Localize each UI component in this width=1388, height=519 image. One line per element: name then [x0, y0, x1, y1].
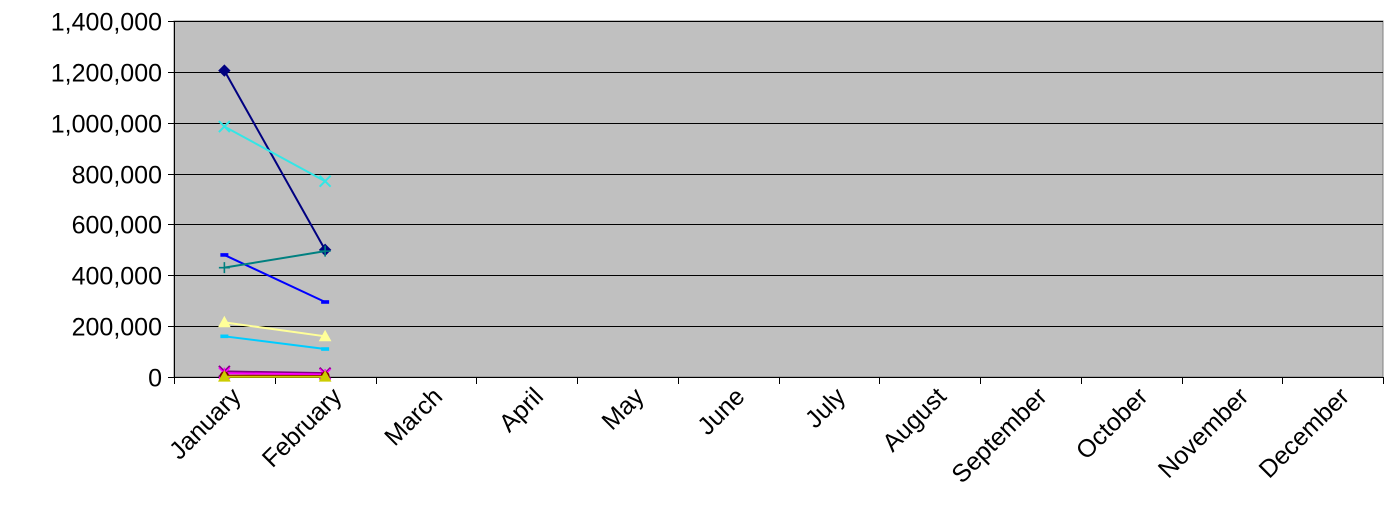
y-tick-label: 400,000: [72, 263, 162, 291]
y-tick-label: 600,000: [72, 212, 162, 240]
data-point: [318, 174, 332, 188]
series-6: [220, 334, 330, 351]
series-line: [224, 370, 326, 375]
data-point: [218, 370, 231, 382]
x-tick-label: October: [1071, 382, 1154, 465]
series-5: [218, 315, 332, 342]
data-point: [218, 315, 231, 328]
data-point: [220, 334, 229, 339]
x-axis-ticks: January February March April May June July Augu…: [164, 377, 1384, 489]
series-line: [223, 125, 326, 183]
x-tick-label: January: [164, 382, 247, 465]
series-layer: [218, 64, 332, 382]
plot-area: [173, 20, 1384, 378]
series-4: [218, 245, 331, 274]
x-tick-label: February: [257, 382, 348, 473]
x-tick-label: December: [1254, 382, 1355, 483]
data-point: [218, 262, 230, 274]
series-2: [218, 120, 332, 188]
series-line: [224, 321, 326, 338]
series-10: [218, 370, 332, 382]
series-line: [223, 254, 326, 303]
data-point: [220, 253, 229, 257]
series-3: [220, 253, 330, 304]
series-line: [224, 372, 326, 376]
x-tick-label: May: [596, 382, 650, 436]
series-line: [224, 250, 326, 269]
data-point: [318, 370, 332, 382]
y-tick-label: 0: [148, 365, 162, 393]
x-tick-label: July: [800, 382, 852, 434]
series-line: [223, 70, 326, 251]
y-tick-label: 1,400,000: [51, 9, 162, 37]
y-tick-label: 1,200,000: [51, 60, 162, 88]
x-tick-label: March: [379, 382, 448, 451]
y-tick-label: 200,000: [72, 314, 162, 342]
x-tick-label: April: [494, 382, 549, 437]
x-tick-label: November: [1153, 382, 1254, 483]
axes: [174, 21, 1383, 378]
data-point: [218, 64, 231, 77]
series-line: [224, 335, 326, 351]
y-tick-label: 800,000: [72, 162, 162, 190]
data-point: [218, 120, 231, 133]
data-point: [321, 300, 330, 304]
y-axis-ticks: 0 200,000 400,000 600,000 800,000 1,000,000 1,…: [51, 9, 174, 393]
x-tick-label: September: [946, 382, 1052, 488]
data-point: [319, 245, 331, 257]
y-tick-label: 1,000,000: [51, 111, 162, 139]
data-point: [321, 347, 330, 351]
x-tick-label: August: [877, 382, 952, 457]
data-point: [318, 329, 332, 342]
gridlines: [174, 21, 1383, 327]
x-tick-label: June: [692, 382, 750, 440]
